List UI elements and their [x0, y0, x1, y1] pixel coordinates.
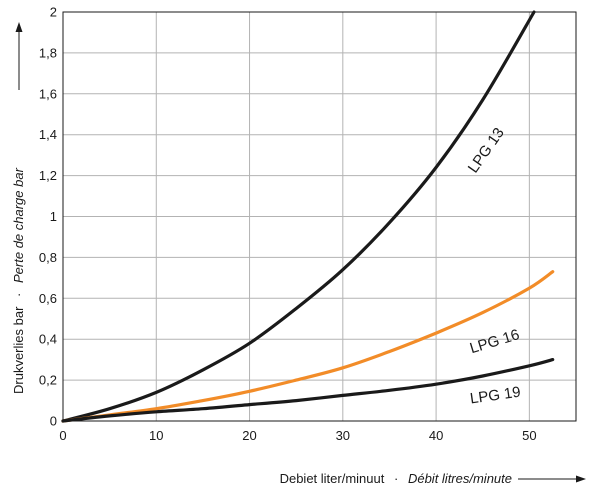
y-tick-label: 2: [50, 5, 57, 20]
data-point-lpg13: [248, 342, 250, 344]
svg-text:Debiet liter/minuut ·: Debiet liter/minuut · Débit litres/minut…: [280, 471, 512, 486]
y-tick-label: 0,4: [39, 332, 57, 347]
y-axis-title: Drukverlies bar · Perte de charge bar: [11, 22, 26, 394]
data-point-lpg16: [342, 367, 344, 369]
data-point-lpg13: [155, 391, 157, 393]
y-tick-label: 1,4: [39, 127, 57, 142]
series-label-lpg19: LPG 19: [469, 384, 522, 408]
y-tick-label: 0,8: [39, 250, 57, 265]
data-point-lpg19: [108, 415, 110, 417]
y-tick-label: 1,2: [39, 168, 57, 183]
series-line-lpg19: [61, 358, 555, 423]
data-point-lpg16: [295, 379, 297, 381]
data-point-lpg16: [155, 408, 157, 410]
x-tick-label: 50: [522, 428, 536, 443]
x-axis-title-nl: Debiet liter/minuut: [280, 471, 385, 486]
y-axis-title-nl: Drukverlies bar: [11, 306, 26, 394]
y-axis-arrow-head: [15, 22, 23, 32]
data-point-lpg19: [248, 403, 250, 405]
y-axis-title-fr: Perte de charge bar: [11, 167, 26, 283]
y-tick-label: 1,8: [39, 45, 57, 60]
x-tick-label: 0: [59, 428, 66, 443]
data-point-lpg19: [528, 365, 530, 367]
data-point-lpg16: [528, 287, 530, 289]
data-point-lpg19: [551, 358, 553, 360]
data-point-lpg13: [295, 307, 297, 309]
x-tick-label: 30: [336, 428, 350, 443]
data-point-lpg19: [202, 408, 204, 410]
data-point-lpg16: [482, 311, 484, 313]
data-point-lpg19: [435, 383, 437, 385]
data-point-lpg19: [482, 375, 484, 377]
y-tick-label: 0,2: [39, 373, 57, 388]
data-point-lpg19: [295, 399, 297, 401]
data-point-lpg16: [248, 390, 250, 392]
y-tick-labels: 0 0,2 0,4 0,6 0,8 1 1,2 1,4 1,6 1,8 2: [39, 5, 57, 429]
data-point-lpg13: [202, 369, 204, 371]
data-point-lpg19: [342, 394, 344, 396]
data-point-lpg19: [155, 411, 157, 413]
y-tick-label: 1: [50, 209, 57, 224]
y-tick-label: 1,6: [39, 86, 57, 101]
x-axis-title: Debiet liter/minuut · Débit litres/minut…: [280, 471, 586, 486]
y-tick-label: 0,6: [39, 291, 57, 306]
x-axis-arrow-head: [576, 475, 586, 483]
data-point-lpg16: [388, 350, 390, 352]
data-point-lpg13: [435, 166, 437, 168]
series-line-lpg16: [61, 270, 555, 423]
plot-frame: [62, 11, 577, 422]
data-point-lpg16: [435, 332, 437, 334]
x-tick-label: 10: [149, 428, 163, 443]
series-label-lpg16: LPG 16: [468, 326, 522, 357]
x-axis-title-separator: ·: [394, 471, 398, 486]
y-axis-title-separator: ·: [11, 293, 26, 297]
x-axis-title-fr: Débit litres/minute: [408, 471, 512, 486]
x-tick-label: 20: [242, 428, 256, 443]
y-tick-label: 0: [50, 414, 57, 429]
data-point-lpg13: [388, 221, 390, 223]
svg-text:Drukverlies bar ·: Drukverlies bar · Perte de charge bar: [11, 167, 26, 394]
x-tick-labels: 0 10 20 30 40 50: [59, 428, 536, 443]
x-tick-label: 40: [429, 428, 443, 443]
series-lines: [61, 10, 555, 423]
data-point-lpg19: [388, 389, 390, 391]
data-point-lpg16: [202, 399, 204, 401]
data-point-lpg16: [551, 271, 553, 273]
data-point-lpg13: [482, 99, 484, 101]
data-point-lpg13: [342, 268, 344, 270]
data-point-lpg13: [108, 408, 110, 410]
series-label-lpg13: LPG 13: [465, 125, 508, 176]
series-line-lpg13: [61, 10, 536, 423]
